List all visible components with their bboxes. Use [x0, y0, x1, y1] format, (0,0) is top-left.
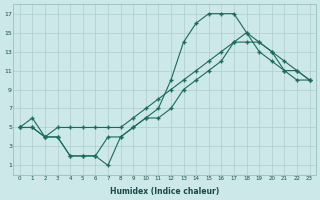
X-axis label: Humidex (Indice chaleur): Humidex (Indice chaleur)	[110, 187, 219, 196]
